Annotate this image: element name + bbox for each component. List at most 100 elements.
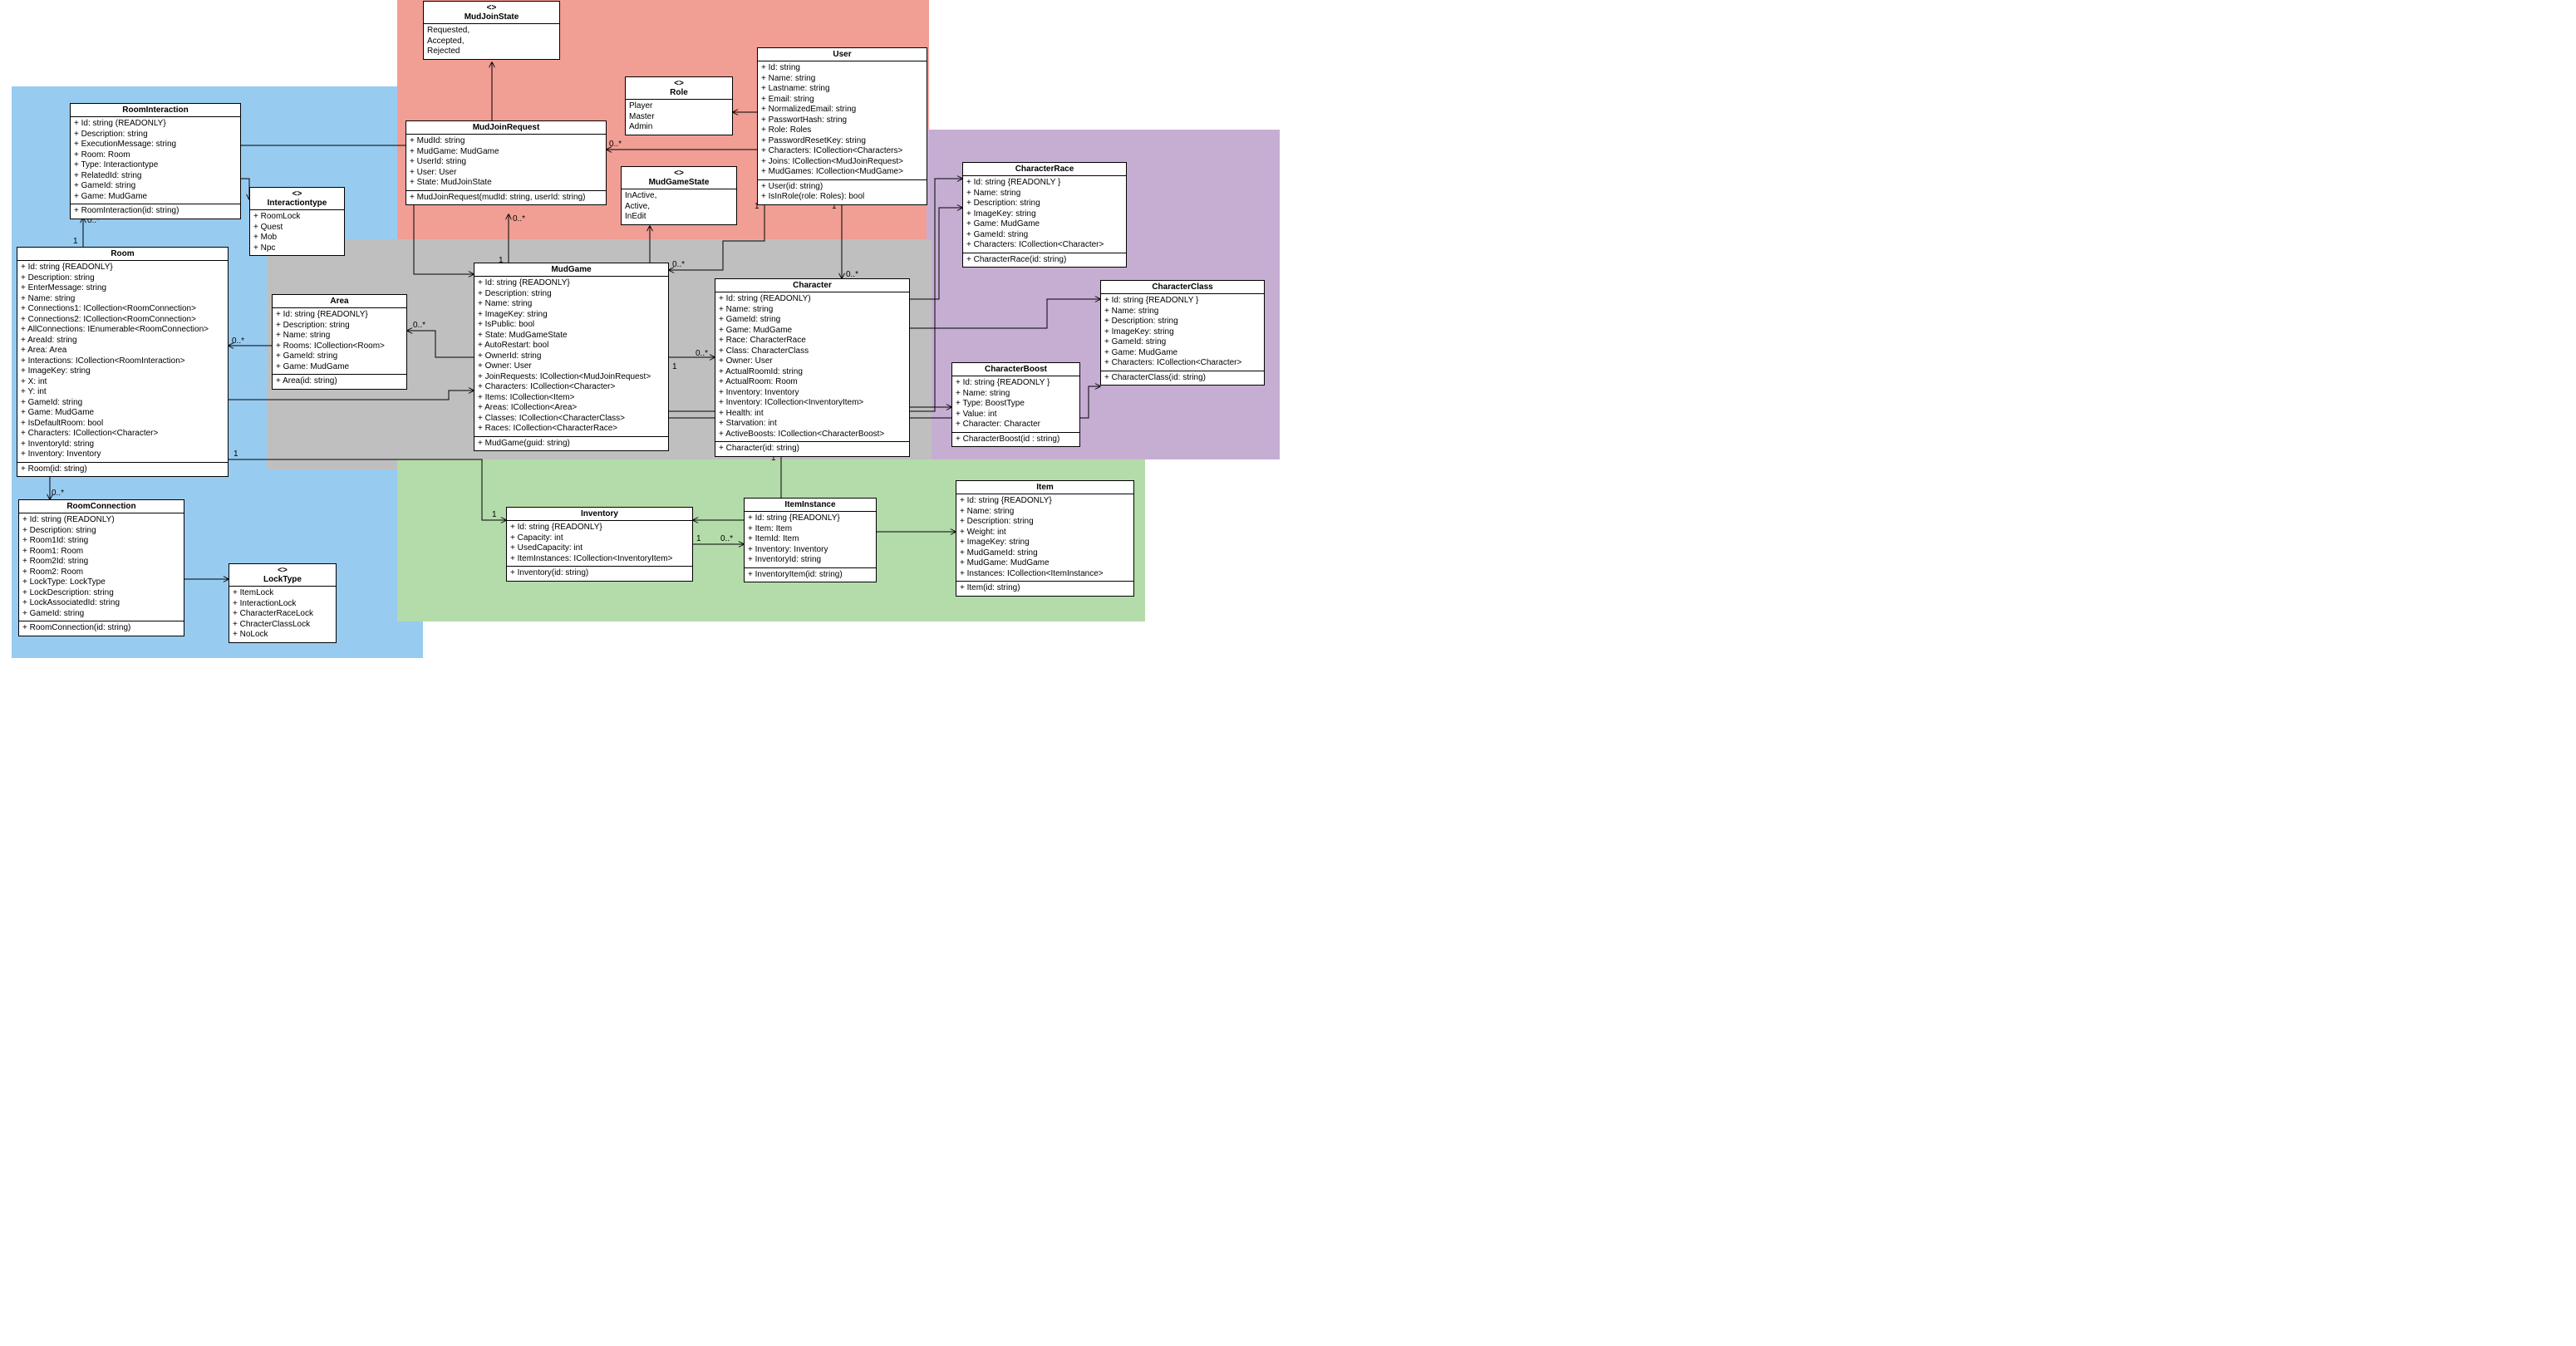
class-name: Room bbox=[111, 249, 134, 258]
class-name: User bbox=[833, 50, 851, 59]
class-title: CharacterBoost bbox=[952, 363, 1079, 376]
class-title: CharacterClass bbox=[1101, 281, 1264, 294]
class-name: Item bbox=[1036, 483, 1054, 492]
multiplicity-label: 0..* bbox=[232, 336, 244, 346]
stereotype: <> bbox=[625, 169, 733, 178]
class-Item: Item + Id: string {READONLY} + Name: stri… bbox=[956, 480, 1134, 597]
class-User: User + Id: string + Name: string + Lastna… bbox=[757, 47, 927, 205]
class-name: Role bbox=[670, 88, 688, 97]
attributes: Requested, Accepted, Rejected bbox=[424, 24, 559, 59]
attributes: + Id: string {READONLY } + Name: string … bbox=[963, 176, 1126, 253]
attributes: + Id: string {READONLY} + Item: Item + I… bbox=[745, 512, 876, 568]
multiplicity-label: 0..* bbox=[672, 260, 685, 269]
multiplicity-label: 0..* bbox=[513, 214, 525, 224]
stereotype: <> bbox=[629, 79, 729, 88]
class-CharacterBoost: CharacterBoost + Id: string {READONLY } +… bbox=[951, 362, 1080, 447]
class-name: Inventory bbox=[581, 509, 618, 518]
attributes: + Id: string + Name: string + Lastname: … bbox=[758, 61, 927, 180]
class-title: Item bbox=[956, 481, 1133, 494]
operations: + User(id: string) + IsInRole(role: Role… bbox=[758, 180, 927, 204]
attributes: + ItemLock + InteractionLock + Character… bbox=[229, 587, 336, 642]
class-name: RoomConnection bbox=[66, 502, 135, 511]
multiplicity-label: 0..* bbox=[696, 349, 708, 358]
stereotype: <> bbox=[427, 3, 556, 12]
stereotype: <> bbox=[233, 566, 332, 575]
attributes: + Id: string {READONLY} + Description: s… bbox=[273, 308, 406, 375]
class-title: ItemInstance bbox=[745, 499, 876, 512]
operations: + InventoryItem(id: string) bbox=[745, 568, 876, 582]
class-MudGame: MudGame + Id: string {READONLY} + Descrip… bbox=[474, 263, 669, 451]
class-name: MudJoinRequest bbox=[473, 123, 540, 132]
class-title: Room bbox=[17, 248, 228, 261]
class-Character: Character+ Id: string (READONLY) + Name:… bbox=[715, 278, 910, 457]
multiplicity-label: 0..* bbox=[413, 321, 425, 330]
diagram-canvas: 10..*10..*0..*10..*0..*0..*10..*10..*10.… bbox=[0, 0, 1288, 673]
attributes: + Id: string {READONLY } + Name: string … bbox=[952, 376, 1079, 433]
attributes: + Id: string {READONLY} + Capacity: int … bbox=[507, 521, 692, 567]
multiplicity-label: 0..* bbox=[52, 489, 64, 498]
attributes: + Id: string (READONLY) + Description: s… bbox=[19, 513, 184, 621]
class-Area: Area + Id: string {READONLY} + Descriptio… bbox=[272, 294, 407, 390]
attributes: + Id: string {READONLY} + Description: s… bbox=[474, 277, 668, 437]
attributes: + MudId: string + MudGame: MudGame + Use… bbox=[406, 135, 606, 191]
class-Room: Room + Id: string {READONLY} + Descriptio… bbox=[17, 247, 229, 477]
multiplicity-label: 1 bbox=[492, 510, 497, 519]
operations: + RoomInteraction(id: string) bbox=[71, 204, 240, 219]
class-RoomConnection: RoomConnection + Id: string (READONLY) + … bbox=[18, 499, 184, 636]
class-title: Inventory bbox=[507, 508, 692, 521]
class-MudGameState: <>MudGameStateInActive, Active, InEdit bbox=[621, 166, 737, 225]
class-title: <>Interactiontype bbox=[250, 188, 344, 210]
class-name: CharacterBoost bbox=[985, 365, 1047, 374]
class-title: RoomInteraction bbox=[71, 104, 240, 117]
attributes: Player Master Admin bbox=[626, 100, 732, 135]
class-title: User bbox=[758, 48, 927, 61]
class-name: MudGameState bbox=[649, 178, 710, 187]
operations: + Character(id: string) bbox=[715, 442, 909, 456]
class-title: MudJoinRequest bbox=[406, 121, 606, 135]
attributes: + Id: string (READONLY) + Name: string +… bbox=[715, 292, 909, 442]
stereotype: <> bbox=[253, 189, 341, 199]
class-name: CharacterRace bbox=[1015, 165, 1074, 174]
class-title: Character bbox=[715, 279, 909, 292]
attributes: + Id: string {READONLY } + Name: string … bbox=[1101, 294, 1264, 371]
operations: + Item(id: string) bbox=[956, 582, 1133, 596]
class-Role: <>RolePlayer Master Admin bbox=[625, 76, 733, 135]
operations: + RoomConnection(id: string) bbox=[19, 621, 184, 636]
multiplicity-label: 0..* bbox=[609, 140, 622, 149]
operations: + MudGame(guid: string) bbox=[474, 437, 668, 451]
class-title: <>Role bbox=[626, 77, 732, 100]
operations: + Room(id: string) bbox=[17, 463, 228, 477]
class-title: CharacterRace bbox=[963, 163, 1126, 176]
class-title: Area bbox=[273, 295, 406, 308]
class-title: <>MudGameState bbox=[622, 167, 736, 189]
class-title: RoomConnection bbox=[19, 500, 184, 513]
multiplicity-label: 1 bbox=[696, 534, 701, 543]
class-title: <>LockType bbox=[229, 564, 336, 587]
class-ItemInstance: ItemInstance + Id: string {READONLY} + It… bbox=[744, 498, 877, 582]
class-name: LockType bbox=[263, 575, 302, 584]
class-title: <>MudJoinState bbox=[424, 2, 559, 24]
class-Inventory: Inventory + Id: string {READONLY} + Capac… bbox=[506, 507, 693, 582]
class-Interactiontype: <>Interactiontype+ RoomLock + Quest + Mo… bbox=[249, 187, 345, 256]
attributes: + Id: string {READONLY} + Name: string +… bbox=[956, 494, 1133, 582]
attributes: InActive, Active, InEdit bbox=[622, 189, 736, 224]
attributes: + Id: string {READONLY} + Description: s… bbox=[17, 261, 228, 463]
class-LockType: <>LockType+ ItemLock + InteractionLock +… bbox=[229, 563, 337, 643]
class-name: ItemInstance bbox=[784, 500, 835, 509]
class-name: CharacterClass bbox=[1152, 282, 1212, 292]
attributes: + Id: string (READONLY} + Description: s… bbox=[71, 117, 240, 204]
class-name: RoomInteraction bbox=[122, 106, 188, 115]
class-name: Area bbox=[330, 297, 348, 306]
multiplicity-label: 0..* bbox=[720, 534, 733, 543]
multiplicity-label: 1 bbox=[672, 362, 677, 371]
operations: + CharacterRace(id: string) bbox=[963, 253, 1126, 268]
class-MudJoinState: <>MudJoinStateRequested, Accepted, Rejec… bbox=[423, 1, 560, 60]
class-name: MudGame bbox=[551, 265, 591, 274]
class-MudJoinRequest: MudJoinRequest + MudId: string + MudGame:… bbox=[406, 120, 607, 205]
class-CharacterClass: CharacterClass + Id: string {READONLY } +… bbox=[1100, 280, 1265, 386]
operations: + Inventory(id: string) bbox=[507, 567, 692, 581]
operations: + CharacterBoost(id : string) bbox=[952, 433, 1079, 447]
operations: + CharacterClass(id: string) bbox=[1101, 371, 1264, 386]
class-title: MudGame bbox=[474, 263, 668, 277]
attributes: + RoomLock + Quest + Mob + Npc bbox=[250, 210, 344, 255]
